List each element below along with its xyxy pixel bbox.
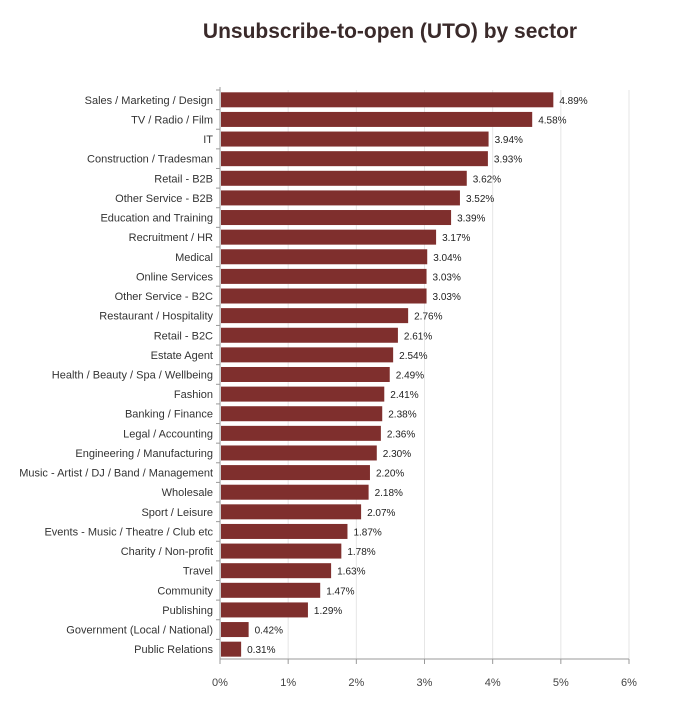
category-label: Restaurant / Hospitality — [99, 311, 213, 323]
data-label: 3.94% — [495, 135, 523, 146]
data-label: 2.38% — [388, 410, 416, 421]
bar — [221, 308, 409, 324]
bar — [221, 582, 321, 598]
category-label: IT — [203, 134, 213, 146]
data-label: 3.03% — [433, 272, 461, 283]
bar — [221, 190, 460, 206]
category-label: Health / Beauty / Spa / Wellbeing — [52, 369, 213, 381]
category-label: Other Service - B2B — [115, 193, 213, 205]
category-label: Legal / Accounting — [123, 428, 213, 440]
bar — [221, 504, 362, 520]
data-label: 2.30% — [383, 449, 411, 460]
data-label: 1.47% — [326, 586, 354, 597]
x-tick-label: 0% — [212, 677, 228, 689]
x-tick-label: 2% — [348, 677, 364, 689]
bar — [221, 406, 383, 422]
data-label: 3.52% — [466, 194, 494, 205]
bar — [221, 445, 377, 461]
bar — [221, 465, 370, 481]
data-label: 4.89% — [559, 96, 587, 107]
category-label: Wholesale — [162, 487, 213, 499]
bar — [221, 602, 308, 618]
category-label: Travel — [183, 566, 213, 578]
bar — [221, 366, 390, 382]
bar — [221, 327, 398, 343]
data-label: 2.36% — [387, 429, 415, 440]
bar — [221, 131, 489, 147]
category-label: Medical — [175, 252, 213, 264]
bar — [221, 210, 452, 226]
category-label: Charity / Non-profit — [121, 546, 213, 558]
data-label: 0.42% — [255, 626, 283, 637]
data-label: 2.18% — [375, 488, 403, 499]
data-label: 2.54% — [399, 351, 427, 362]
category-label: Retail - B2B — [154, 173, 213, 185]
bar — [221, 229, 437, 245]
category-label: Government (Local / National) — [66, 625, 213, 637]
x-tick-label: 3% — [417, 677, 433, 689]
x-tick-label: 1% — [280, 677, 296, 689]
bar — [221, 523, 348, 539]
bar — [221, 347, 394, 363]
category-label: Sport / Leisure — [141, 507, 213, 519]
x-tick-label: 5% — [553, 677, 569, 689]
bar — [221, 563, 332, 579]
data-label: 2.41% — [390, 390, 418, 401]
x-tick-label: 6% — [621, 677, 637, 689]
category-label: Banking / Finance — [125, 409, 213, 421]
bar — [221, 249, 428, 265]
category-label: Community — [157, 585, 213, 597]
data-label: 2.61% — [404, 331, 432, 342]
category-label: Recruitment / HR — [129, 232, 213, 244]
category-label: Retail - B2C — [154, 330, 213, 342]
data-label: 4.58% — [538, 115, 566, 126]
data-label: 2.49% — [396, 370, 424, 381]
data-label: 3.93% — [494, 155, 522, 166]
data-label: 1.29% — [314, 606, 342, 617]
category-label: Education and Training — [100, 213, 213, 225]
data-label: 2.76% — [414, 312, 442, 323]
category-label: TV / Radio / Film — [131, 114, 213, 126]
data-label: 3.39% — [457, 214, 485, 225]
data-label: 2.20% — [376, 469, 404, 480]
bar — [221, 170, 467, 186]
category-label: Publishing — [162, 605, 213, 617]
bar — [221, 425, 381, 441]
data-label: 3.04% — [433, 253, 461, 264]
bar — [221, 386, 385, 402]
bar — [221, 111, 533, 127]
category-label: Music - Artist / DJ / Band / Management — [19, 468, 213, 480]
category-label: Construction / Tradesman — [87, 154, 213, 166]
data-label: 1.63% — [337, 567, 365, 578]
data-label: 2.07% — [367, 508, 395, 519]
bar — [221, 484, 369, 500]
x-tick-label: 4% — [485, 677, 501, 689]
bar — [221, 151, 488, 167]
category-label: Events - Music / Theatre / Club etc — [44, 526, 213, 538]
data-label: 3.62% — [473, 174, 501, 185]
bar — [221, 622, 249, 638]
category-label: Fashion — [174, 389, 213, 401]
data-label: 3.03% — [433, 292, 461, 303]
category-label: Other Service - B2C — [115, 291, 213, 303]
bar — [221, 268, 427, 284]
category-label: Online Services — [136, 271, 214, 283]
data-label: 1.78% — [347, 547, 375, 558]
bar — [221, 92, 554, 108]
bar — [221, 288, 427, 304]
bar — [221, 641, 242, 657]
category-label: Sales / Marketing / Design — [85, 95, 213, 107]
data-label: 1.87% — [353, 527, 381, 538]
data-label: 3.17% — [442, 233, 470, 244]
category-label: Public Relations — [134, 644, 213, 656]
data-label: 0.31% — [247, 645, 275, 656]
category-label: Engineering / Manufacturing — [75, 448, 213, 460]
chart-title: Unsubscribe-to-open (UTO) by sector — [202, 20, 578, 43]
bar — [221, 543, 342, 559]
category-label: Estate Agent — [151, 350, 213, 362]
